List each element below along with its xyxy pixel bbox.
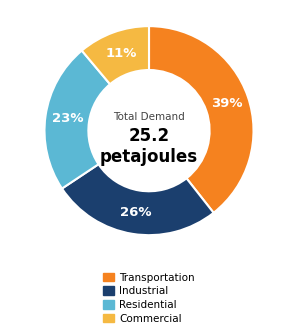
Wedge shape: [44, 51, 110, 189]
Text: 25.2: 25.2: [128, 127, 170, 145]
Wedge shape: [149, 26, 254, 213]
Legend: Transportation, Industrial, Residential, Commercial: Transportation, Industrial, Residential,…: [103, 273, 195, 324]
Text: 23%: 23%: [52, 113, 83, 125]
Wedge shape: [62, 164, 214, 235]
Wedge shape: [82, 26, 149, 84]
Text: 11%: 11%: [105, 47, 136, 60]
Text: 26%: 26%: [120, 206, 152, 219]
Text: 39%: 39%: [211, 97, 243, 110]
Text: petajoules: petajoules: [100, 148, 198, 166]
Text: Total Demand: Total Demand: [113, 112, 185, 122]
